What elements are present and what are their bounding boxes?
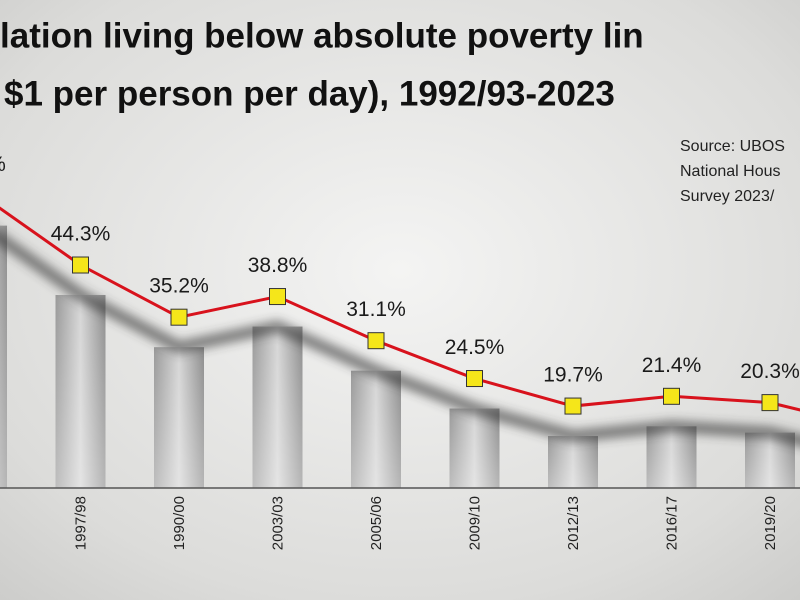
chart-title: lation living below absolute poverty lin	[0, 16, 644, 55]
chart-subtitle: $1 per person per day), 1992/93-2023	[4, 74, 615, 113]
value-label: 56.4%	[0, 153, 6, 176]
marker	[466, 370, 483, 388]
source: Source: UBOS	[680, 138, 785, 155]
line	[0, 206, 800, 412]
x-tick-label: 2005/06	[368, 496, 385, 550]
value-label: 35.2%	[149, 275, 209, 298]
value-label: 19.7%	[543, 364, 603, 387]
bar-highlight	[55, 295, 106, 488]
bar-highlight	[351, 370, 401, 488]
marker	[269, 288, 286, 306]
marker	[564, 397, 582, 415]
value-label: 44.3%	[51, 223, 111, 246]
source: Survey 2023/	[680, 188, 775, 205]
bar-highlight	[252, 326, 303, 488]
x-tick-label: 2009/10	[466, 496, 483, 550]
marker	[72, 256, 89, 274]
value-label: 31.1%	[346, 298, 406, 321]
value-label: 21.4%	[642, 354, 702, 377]
source: National Hous	[680, 163, 781, 180]
bar-highlight	[646, 426, 697, 488]
value-label: 20.3%	[740, 360, 800, 383]
x-tick-label: 1997/98	[72, 496, 89, 550]
x-tick-label: 2003/03	[269, 496, 286, 550]
bar-highlight	[0, 225, 7, 488]
marker	[761, 394, 779, 412]
x-tick-label: 2016/17	[663, 496, 680, 550]
marker	[170, 308, 188, 326]
line-shadow	[0, 230, 800, 447]
bar-highlight	[154, 347, 204, 488]
value-label: 24.5%	[445, 336, 505, 359]
x-tick-label: 2012/13	[565, 496, 582, 550]
bar-highlight	[548, 436, 598, 488]
x-tick-label: 1990/00	[171, 496, 188, 550]
x-tick-label: 2019/20	[762, 496, 779, 550]
bar-highlight	[449, 408, 500, 488]
value-label: 38.8%	[248, 254, 308, 277]
marker	[663, 387, 680, 405]
marker	[367, 332, 385, 350]
